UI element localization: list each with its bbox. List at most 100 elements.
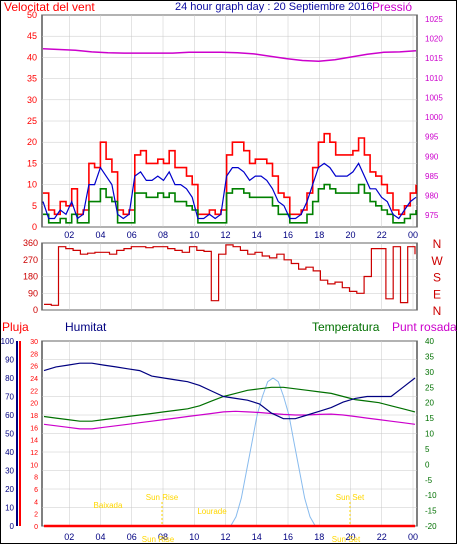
temperature-axis-tick: 10 [425,430,434,439]
wind-axis-tick: 20 [27,137,37,147]
direction-axis-tick: 360 [23,238,38,248]
wind-axis-tick: 5 [32,201,37,211]
rain-axis-tick: 8 [34,475,38,482]
wind-gust-line [43,132,417,216]
time-axis-tick: 22 [377,230,387,240]
humidity-axis-tick: 10 [5,504,14,513]
humidity-line [43,362,416,420]
sun-annotation: Sun Rise [146,493,179,502]
humidity-axis-tick: 60 [5,411,14,420]
wind-axis-tick: 25 [27,116,37,126]
rain-axis-tick: 24 [30,376,38,383]
rain-axis-tick: 20 [30,401,38,408]
compass-label: N [433,237,442,251]
rain-axis-tick: 16 [30,425,38,432]
humidity-axis-tick: 0 [10,522,15,531]
compass-label: N [433,304,442,318]
pressure-axis-tick: 1005 [425,93,443,102]
direction-axis-tick: 0 [33,305,38,315]
pressure-axis-tick: 1000 [425,113,443,122]
time-axis-tick: 18 [314,532,324,542]
time-axis-tick: 20 [345,230,355,240]
wind-axis-tick: 40 [27,52,37,62]
time-axis-tick: 08 [158,230,168,240]
wind-axis-tick: 50 [27,10,37,20]
humidity-axis-tick: 70 [5,393,14,402]
time-axis-tick: 02 [64,532,74,542]
wind-axis-tick: 0 [32,222,37,232]
wind-axis-tick: 10 [27,180,37,190]
wind-axis-tick: 45 [27,31,37,41]
sun-annotation: Sun Rise [142,535,175,544]
pressure-axis-tick: 985 [425,172,439,181]
pressure-axis-tick: 1010 [425,74,443,83]
pressure-title: Pressió [372,0,413,14]
wind-avg-line [42,162,417,220]
time-axis-tick: 16 [283,532,293,542]
time-axis-tick: 08 [158,532,168,542]
rain-axis-tick: 14 [30,438,38,445]
dewpoint-label: Punt rosada [392,320,457,334]
humidity-label: Humitat [65,320,107,334]
time-axis-tick: 06 [127,230,137,240]
time-axis-tick: 04 [95,532,105,542]
time-axis-tick: 14 [252,532,262,542]
compass-label: S [433,271,441,285]
pressure-axis-tick: 1015 [425,54,443,63]
temperature-axis-tick: 40 [425,337,434,346]
wind-speed-title: Velocitat del vent [4,0,95,14]
rain-axis-tick: 12 [30,450,38,457]
dewpoint-line [43,410,416,430]
time-axis-tick: 00 [408,230,418,240]
time-axis-tick: 00 [408,532,418,542]
rain-axis-tick: 28 [30,351,38,358]
wind-axis-tick: 15 [27,158,37,168]
time-axis-tick: 12 [220,230,230,240]
rain-axis-tick: 4 [34,499,38,506]
rain-label: Pluja [2,320,29,334]
rain-axis-tick: 0 [34,524,38,531]
rain-axis-tick: 6 [34,487,38,494]
pressure-axis-tick: 995 [425,133,439,142]
wind-direction-line [44,244,416,306]
direction-axis-tick: 90 [28,288,38,298]
pressure-axis-tick: 975 [425,211,439,220]
humidity-axis-tick: 40 [5,448,14,457]
time-axis-tick: 14 [252,230,262,240]
wind-axis-tick: 30 [27,95,37,105]
direction-axis-tick: 180 [23,272,38,282]
time-axis-tick: 10 [189,532,199,542]
temperature-axis-tick: 35 [425,352,434,361]
humidity-axis-tick: 90 [5,356,14,365]
direction-axis-tick: 270 [23,255,38,265]
temperature-axis-tick: -5 [425,476,433,485]
sun-annotation: Sun Set [332,535,361,544]
wind-axis-tick: 35 [27,74,37,84]
pressure-axis-tick: 980 [425,192,439,201]
temperature-axis-tick: 25 [425,383,434,392]
sun-annotation: Baixada [94,501,123,510]
time-axis-tick: 04 [95,230,105,240]
temperature-axis-tick: 20 [425,399,434,408]
sun-annotation: Sun Set [336,493,365,502]
sun-annotation: Lourade [197,507,227,516]
time-axis-tick: 10 [189,230,199,240]
temperature-axis-tick: 0 [425,460,430,469]
rain-axis-tick: 18 [30,413,38,420]
temperature-axis-tick: 5 [425,445,430,454]
time-axis-tick: 12 [220,532,230,542]
temperature-axis-tick: -20 [425,522,437,531]
pressure-axis-tick: 1025 [425,15,443,24]
time-axis-tick: 18 [314,230,324,240]
time-axis-tick: 02 [64,230,74,240]
time-axis-tick: 16 [283,230,293,240]
compass-label: E [433,287,441,301]
humidity-axis-tick: 50 [5,430,14,439]
humidity-axis-tick: 30 [5,467,14,476]
humidity-axis-tick: 80 [5,374,14,383]
pressure-line [42,48,417,63]
humidity-axis-tick: 20 [5,485,14,494]
temperature-axis-tick: -15 [425,507,437,516]
temperature-axis-tick: 15 [425,414,434,423]
